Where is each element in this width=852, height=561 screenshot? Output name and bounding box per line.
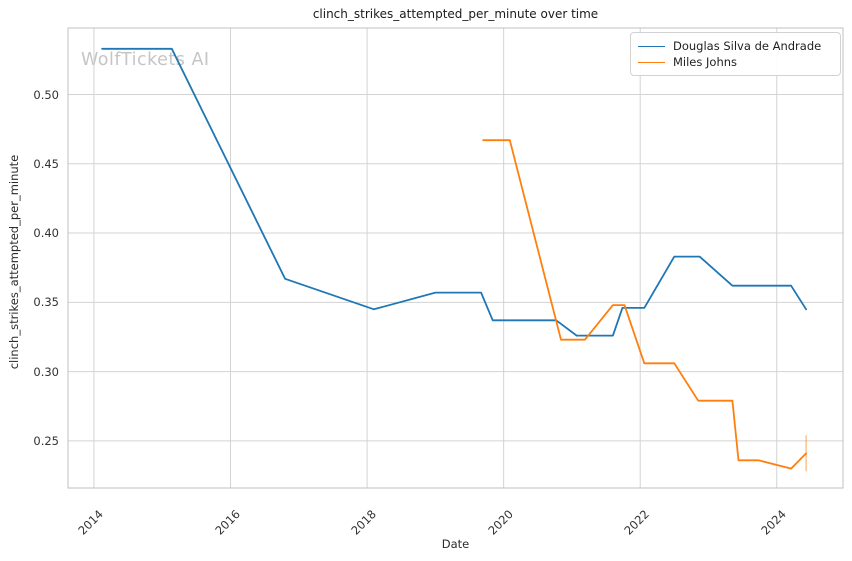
legend-line-sample-orange (638, 61, 665, 63)
legend: Douglas Silva de Andrade Miles Johns (630, 32, 841, 76)
plot-border (67, 27, 844, 489)
series-line (482, 139, 807, 470)
y-tick-label: 0.30 (33, 364, 59, 379)
series-line (101, 47, 807, 337)
y-tick-label: 0.45 (33, 156, 59, 171)
y-tick-label: 0.50 (33, 87, 59, 102)
y-tick-label: 0.35 (33, 295, 59, 310)
legend-line-sample-blue (638, 45, 665, 47)
x-axis-label: Date (441, 537, 470, 551)
y-tick-label: 0.40 (33, 226, 59, 241)
legend-label: Douglas Silva de Andrade (673, 39, 822, 53)
watermark: WolfTickets AI (81, 50, 210, 70)
chart-title: clinch_strikes_attempted_per_minute over… (312, 7, 599, 21)
legend-item: Miles Johns (638, 54, 832, 70)
legend-item: Douglas Silva de Andrade (638, 38, 832, 54)
legend-label: Miles Johns (673, 55, 738, 69)
y-tick-label: 0.25 (33, 433, 59, 448)
